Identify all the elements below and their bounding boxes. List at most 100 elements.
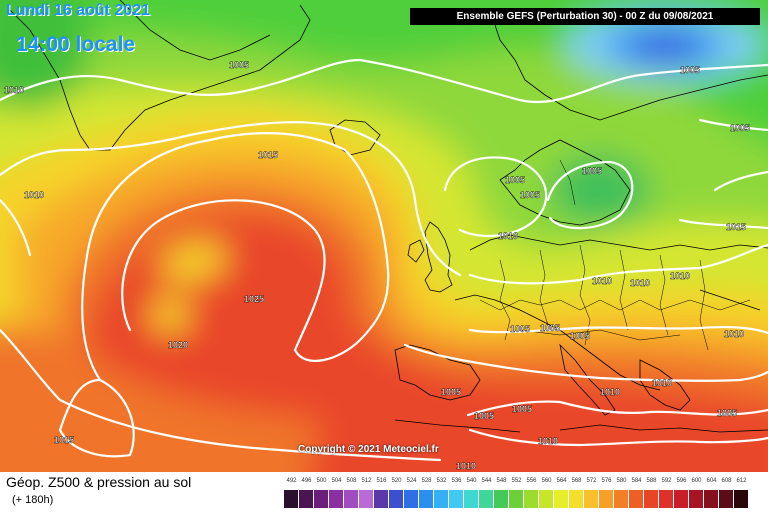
legend-swatch — [509, 490, 524, 508]
legend-label: 604 — [706, 478, 717, 484]
color-scale-legend: 492 496 500 504 508 512 516 520 524 528 532 536 540 5… — [280, 478, 756, 512]
legend-label: 520 — [391, 478, 402, 484]
isobar-label: 1010 — [600, 387, 620, 397]
legend-label: 528 — [421, 478, 432, 484]
legend-label: 572 — [586, 478, 597, 484]
legend-swatch — [584, 490, 599, 508]
legend-swatch — [494, 490, 509, 508]
legend-swatch — [389, 490, 404, 508]
isobar-label: 1005 — [441, 387, 461, 397]
copyright-notice: Copyright © 2021 Meteociel.fr — [298, 444, 439, 455]
legend-swatch — [434, 490, 449, 508]
isobar-label: 1010 — [630, 278, 650, 288]
isobar-label: 1005 — [229, 60, 249, 70]
legend-swatch — [464, 490, 479, 508]
legend-swatch — [479, 490, 494, 508]
isobar-label: 1010 — [538, 436, 558, 446]
legend-swatch — [419, 490, 434, 508]
legend-swatch — [374, 490, 389, 508]
model-run-info: Ensemble GEFS (Perturbation 30) - 00 Z d… — [410, 8, 760, 25]
legend-label: 580 — [616, 478, 627, 484]
legend-label: 524 — [406, 478, 417, 484]
legend-label: 596 — [676, 478, 687, 484]
forecast-date: Lundi 16 août 2021 — [6, 2, 151, 19]
legend-swatch — [734, 490, 749, 508]
geopotential-field — [0, 0, 768, 472]
legend-swatch — [284, 490, 299, 508]
legend-label: 592 — [661, 478, 672, 484]
legend-label: 504 — [331, 478, 342, 484]
legend-label: 548 — [496, 478, 507, 484]
isobar-label: 1005 — [680, 65, 700, 75]
legend-swatch — [689, 490, 704, 508]
legend-swatch — [329, 490, 344, 508]
legend-swatch — [524, 490, 539, 508]
legend-swatch — [569, 490, 584, 508]
legend-label: 532 — [436, 478, 447, 484]
isobar-label: 1010 — [670, 271, 690, 281]
legend-label: 508 — [346, 478, 357, 484]
isobar-label: 1005 — [505, 175, 525, 185]
forecast-local-time: 14:00 locale — [16, 33, 136, 56]
legend-label: 588 — [646, 478, 657, 484]
legend-label: 516 — [376, 478, 387, 484]
isobar-label: 1025 — [244, 294, 264, 304]
legend-label: 552 — [511, 478, 522, 484]
legend-label: 500 — [316, 478, 327, 484]
isobar-label: 1010 — [456, 461, 476, 471]
legend-swatch — [449, 490, 464, 508]
legend-label: 496 — [301, 478, 312, 484]
legend-swatch — [314, 490, 329, 508]
legend-swatch — [719, 490, 734, 508]
isobar-label: 1005 — [540, 323, 560, 333]
legend-swatch — [599, 490, 614, 508]
legend-label: 536 — [451, 478, 462, 484]
legend-label: 612 — [736, 478, 747, 484]
legend-swatches — [284, 490, 749, 508]
legend-swatch — [629, 490, 644, 508]
legend-swatch — [614, 490, 629, 508]
legend-swatch — [674, 490, 689, 508]
legend-label: 544 — [481, 478, 492, 484]
legend-swatch — [704, 490, 719, 508]
legend-label: 600 — [691, 478, 702, 484]
legend-swatch — [554, 490, 569, 508]
isobar-label: 1015 — [54, 435, 74, 445]
isobar-label: 1005 — [520, 190, 540, 200]
isobar-label: 1015 — [258, 150, 278, 160]
legend-label: 556 — [526, 478, 537, 484]
parameter-title: Géop. Z500 & pression au sol — [6, 474, 192, 490]
legend-swatch — [644, 490, 659, 508]
isobars — [0, 58, 768, 462]
legend-labels: 492 496 500 504 508 512 516 520 524 528 532 536 540 5… — [280, 478, 756, 490]
legend-swatch — [344, 490, 359, 508]
legend-swatch — [539, 490, 554, 508]
isobar-label: 1005 — [717, 408, 737, 418]
borders — [479, 159, 751, 351]
legend-label: 540 — [466, 478, 477, 484]
legend-label: 492 — [286, 478, 297, 484]
legend-swatch — [359, 490, 374, 508]
legend-label: 584 — [631, 478, 642, 484]
isobar-label: 1005 — [512, 404, 532, 414]
legend-swatch — [659, 490, 674, 508]
isobar-label: 1005 — [474, 411, 494, 421]
isobar-label: 1005 — [582, 166, 602, 176]
isobar-label: 1005 — [510, 324, 530, 334]
legend-label: 568 — [571, 478, 582, 484]
legend-label: 564 — [556, 478, 567, 484]
isobar-label: 1005 — [730, 123, 750, 133]
legend-label: 512 — [361, 478, 372, 484]
isobar-label: 1005 — [570, 331, 590, 341]
isobar-label: 1010 — [592, 276, 612, 286]
isobar-label: 1010 — [724, 329, 744, 339]
legend-label: 576 — [601, 478, 612, 484]
isobar-label: 1010 — [498, 231, 518, 241]
legend-label: 560 — [541, 478, 552, 484]
legend-swatch — [404, 490, 419, 508]
isobar-labels: 1005 1010 1010 1015 1025 1020 1015 1005 … — [4, 60, 750, 471]
legend-label: 608 — [721, 478, 732, 484]
isobar-label: 1010 — [652, 378, 672, 388]
isobar-label: 1010 — [4, 85, 24, 95]
isobar-label: 1015 — [726, 222, 746, 232]
